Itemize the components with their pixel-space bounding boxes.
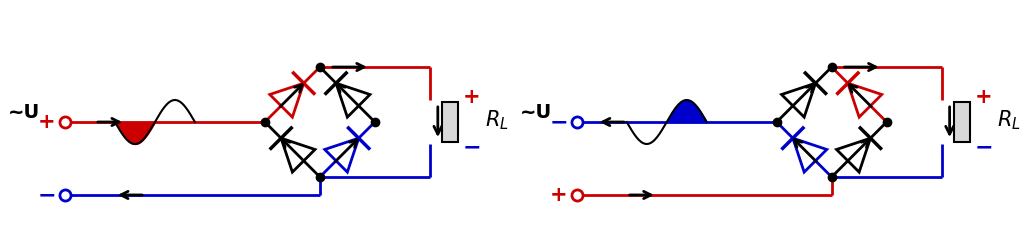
Text: +: + <box>550 185 567 205</box>
Bar <box>441 102 458 142</box>
Text: ~U: ~U <box>8 103 40 122</box>
Polygon shape <box>269 83 304 117</box>
Text: −: − <box>38 185 56 205</box>
Polygon shape <box>281 138 315 172</box>
Text: −: − <box>974 137 993 157</box>
Text: +: + <box>38 112 55 132</box>
Text: −: − <box>550 112 568 132</box>
Text: ~U: ~U <box>520 103 552 122</box>
Bar <box>953 102 970 142</box>
Polygon shape <box>336 83 370 117</box>
Polygon shape <box>781 83 815 117</box>
Text: +: + <box>463 87 480 107</box>
Text: $R_L$: $R_L$ <box>996 108 1020 132</box>
Text: −: − <box>463 137 481 157</box>
Text: +: + <box>975 87 992 107</box>
Text: $R_L$: $R_L$ <box>484 108 509 132</box>
Polygon shape <box>848 83 882 117</box>
Polygon shape <box>325 138 358 172</box>
Polygon shape <box>837 138 870 172</box>
Polygon shape <box>793 138 826 172</box>
